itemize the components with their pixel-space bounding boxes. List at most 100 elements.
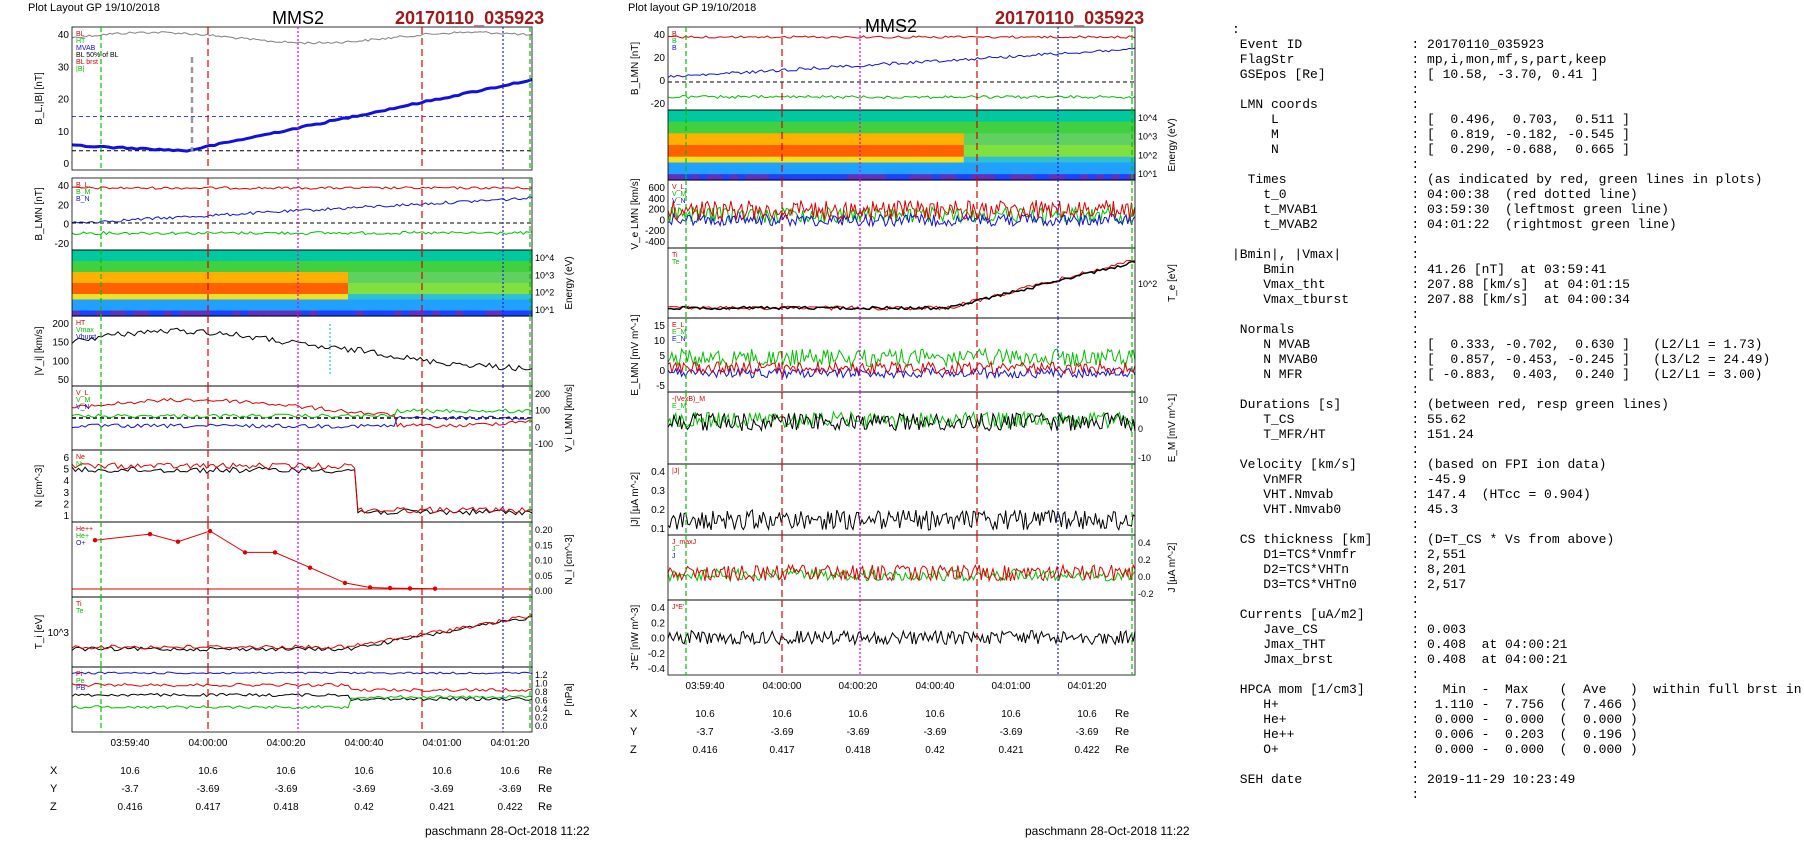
legend-entry: Pe — [76, 678, 85, 685]
info-line: : — [1232, 157, 1420, 172]
position-value: 0.42 — [925, 745, 945, 756]
y-tick-label: 0.05 — [535, 571, 553, 581]
he-plus-plus-trace — [94, 530, 436, 590]
y-tick-label: 0.15 — [535, 540, 553, 550]
legend-entry: |J| — [672, 468, 679, 475]
info-line: : — [1232, 592, 1420, 607]
legend-entry: V_M — [76, 397, 91, 404]
ve-n-trace — [668, 212, 1136, 228]
y-tick-label: 10 — [654, 336, 666, 347]
legend-entry: BL 50% of BL — [76, 52, 119, 59]
y-tick-label: 0.2 — [535, 713, 548, 723]
pi-trace — [71, 682, 533, 693]
bn-lmn-trace — [71, 230, 533, 236]
legend-entry: V_N — [672, 198, 686, 205]
y-tick-label: 20 — [58, 95, 70, 106]
y-tick-label: 600 — [648, 183, 665, 194]
j-magnitude-trace — [667, 509, 1136, 532]
panel-frame — [667, 534, 1136, 601]
vn-trace — [71, 415, 533, 429]
y-tick-label: -0.2 — [1138, 589, 1154, 599]
panel-right-label: T_e [eV] — [1167, 264, 1178, 302]
legend-entry: Ti — [76, 601, 82, 608]
position-value: -3.69 — [1000, 727, 1023, 738]
legend-entry: E_M — [672, 329, 687, 336]
y-tick-label: -5 — [656, 381, 665, 392]
y-tick-label: 10^3 — [1138, 132, 1157, 142]
y-tick-label: 0.20 — [535, 525, 553, 535]
panel-frame — [71, 385, 533, 451]
info-line: N MVAB : [ 0.333, -0.702, 0.630 ] (L2/L1… — [1232, 337, 1763, 352]
position-value: 10.6 — [695, 709, 715, 720]
position-value: 10.6 — [772, 709, 792, 720]
y-tick-label: 2 — [63, 499, 69, 510]
position-value: 10.6 — [354, 766, 374, 777]
legend-entry: V_L — [672, 184, 685, 191]
position-value: -3.69 — [924, 727, 947, 738]
info-line: He++ : 0.006 - 0.203 ( 0.196 ) — [1232, 727, 1638, 742]
jm-trace — [667, 567, 1136, 583]
time-tick-label: 04:01:20 — [1068, 681, 1107, 692]
info-line: VnMFR : -45.9 — [1232, 472, 1467, 487]
y-tick-label: 10^4 — [1138, 113, 1157, 123]
info-line: : — [1232, 757, 1420, 772]
te-trace — [667, 260, 1136, 311]
pe-trace — [71, 692, 533, 702]
position-value: -3.69 — [197, 784, 220, 795]
info-line: N MVAB0 : [ 0.857, -0.453, -0.245 ] (L3/… — [1232, 352, 1771, 367]
info-line: : — [1232, 787, 1420, 802]
y-tick-label: 0.6 — [535, 696, 548, 706]
ion-energy-spectrogram — [72, 250, 533, 317]
legend-entry: Ni — [76, 461, 83, 468]
ti-trace — [667, 259, 1136, 311]
y-tick-label: 0 — [63, 159, 69, 170]
y-tick-label: -20 — [651, 99, 666, 110]
y-tick-label: 20 — [654, 53, 666, 64]
info-line: D3=TCS*VHTn0 : 2,517 — [1232, 577, 1467, 592]
legend-entry: PB — [76, 685, 86, 692]
bl-trace — [667, 35, 1136, 39]
right-footer: paschmann 28-Oct-2018 11:22 — [1025, 824, 1190, 838]
panel-ylabel: B_LMN [nT] — [34, 187, 45, 241]
legend-entry: J — [672, 553, 676, 560]
legend-entry: |B| — [76, 66, 84, 73]
time-tick-label: 04:00:40 — [916, 681, 955, 692]
info-line: CS thickness [km] : (D=T_CS * Vs from ab… — [1232, 532, 1615, 547]
b-magnitude-trace — [71, 31, 533, 45]
y-tick-label: 15 — [654, 321, 666, 332]
y-tick-label: 20 — [58, 200, 70, 211]
electron-energy-spectrogram — [668, 110, 1136, 181]
y-tick-label: 200 — [52, 319, 69, 330]
info-line: T_MFR/HT : 151.24 — [1232, 427, 1474, 442]
legend-entry: He++ — [76, 526, 93, 533]
panel-right-label: P [nPa] — [564, 683, 575, 716]
info-line: |Bmin|, |Vmax| : — [1232, 247, 1420, 262]
panel-right-label: E_M [mV m^-1] — [1167, 393, 1178, 462]
legend-entry: BL brst — [76, 59, 98, 66]
position-value: 0.421 — [998, 745, 1023, 756]
y-tick-label: 1 — [63, 511, 69, 522]
panel-ylabel: |J| [µA m^-2] — [630, 472, 641, 527]
right-event-title: 20170110_035923 — [995, 8, 1145, 28]
info-line: Durations [s] : (between red, resp green… — [1232, 397, 1669, 412]
info-line: : — [1232, 382, 1420, 397]
legend-entry: -(VexB)_M — [672, 396, 705, 403]
info-line: Jmax_brst : 0.408 at 04:00:21 — [1232, 652, 1568, 667]
position-value: 10.6 — [198, 766, 218, 777]
panel-ylabel: J*E' [nW m^-3] — [630, 605, 641, 671]
he-plus-plus-point — [92, 538, 98, 543]
y-tick-label: -0.4 — [648, 664, 666, 675]
y-tick-label: 0.0 — [651, 634, 665, 645]
position-value: -3.69 — [353, 784, 376, 795]
em-trace — [667, 347, 1136, 369]
time-tick-label: 04:00:00 — [189, 738, 228, 749]
y-tick-label: 0.4 — [535, 704, 548, 714]
position-value: 0.42 — [354, 802, 374, 813]
em-field-trace — [667, 410, 1136, 430]
legend-entry: Ti — [672, 252, 678, 259]
y-tick-label: 10 — [1138, 395, 1148, 405]
vm-trace — [71, 408, 533, 419]
he-plus-plus-point — [207, 528, 213, 534]
y-tick-label: 0.0 — [535, 721, 548, 731]
